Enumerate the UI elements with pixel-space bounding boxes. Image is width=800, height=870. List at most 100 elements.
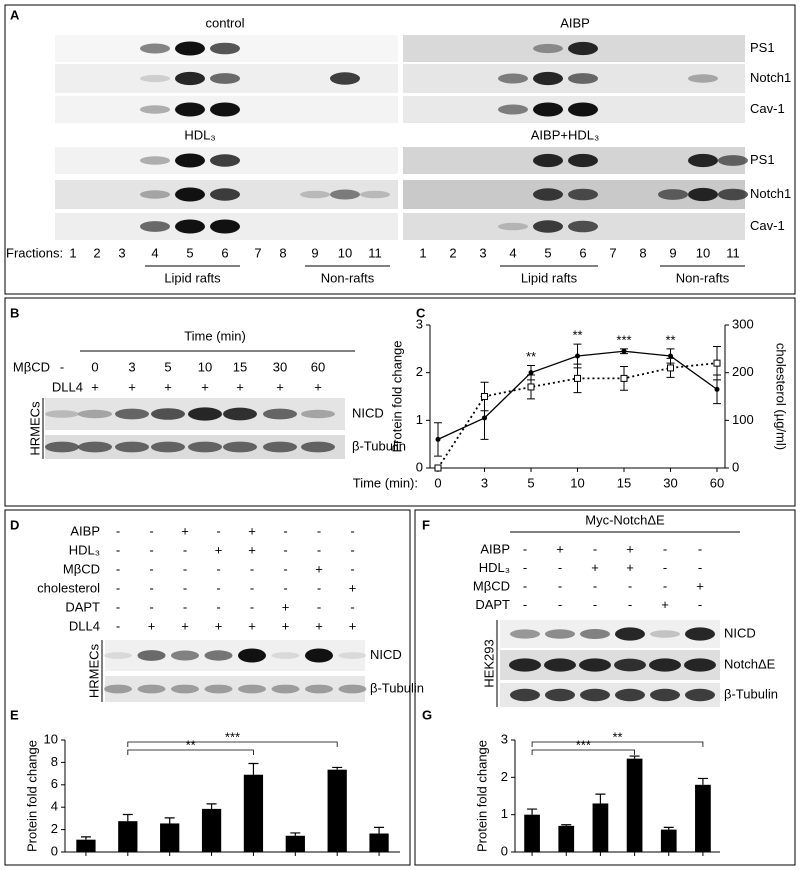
treatment-entry: + (282, 599, 290, 614)
treatment-entry: 30 (273, 359, 287, 374)
treatment-entry: + (148, 618, 156, 633)
treatment-entry: - (663, 560, 667, 575)
treatment-entry: - (149, 561, 153, 576)
y-tick-label: 0 (416, 459, 423, 474)
treatment-entry: + (164, 379, 172, 394)
bar (285, 835, 305, 852)
x-tick-label: 3 (481, 475, 488, 490)
fraction-number: 4 (509, 245, 516, 260)
treatment-entry: - (183, 599, 187, 614)
blot-band (271, 652, 300, 659)
significance: *** (225, 729, 240, 744)
blot-band (510, 629, 540, 639)
row-label: PS1 (750, 40, 775, 55)
point (435, 436, 441, 442)
treatment-entry: - (250, 580, 254, 595)
error-bar (164, 817, 175, 824)
blot-band (78, 409, 112, 419)
blot-band (175, 219, 205, 234)
y-tick-label: 1 (501, 806, 508, 821)
panel-box (4, 509, 411, 866)
blot-band (115, 408, 149, 420)
bar (76, 839, 96, 852)
treatment-entry: - (216, 599, 220, 614)
blot-band (204, 684, 233, 694)
point (528, 370, 534, 376)
blot-band (650, 630, 680, 638)
blot-row-label: NICD (370, 647, 402, 662)
fractions-label: Fractions: (6, 245, 63, 260)
blot-band (140, 221, 170, 232)
treatment-label: MβCD (13, 359, 50, 374)
error-bar (595, 793, 606, 804)
treatment-label: MβCD (63, 561, 100, 576)
significance: ** (665, 332, 675, 347)
blot-band (151, 408, 185, 420)
error-bar (290, 832, 301, 836)
blot-row-label: β-Tubulin (352, 438, 406, 453)
treatment-label: DLL4 (52, 379, 83, 394)
y-tick-label: 4 (51, 799, 58, 814)
treatment-entry: + (181, 618, 189, 633)
blot-band (210, 219, 240, 234)
group-title: AIBP+HDL₃ (531, 127, 600, 142)
fraction-number: 7 (609, 245, 616, 260)
y-tick-label: 3 (416, 316, 423, 331)
treatment-entry: - (216, 580, 220, 595)
significance: ** (572, 328, 582, 343)
fraction-number: 8 (279, 245, 286, 260)
treatment-label: HDL₃ (479, 560, 510, 575)
treatment-entry: 15 (233, 359, 247, 374)
y-tick-label: 1 (416, 412, 423, 427)
y2-tick-label: 100 (732, 412, 754, 427)
fraction-number: 1 (69, 245, 76, 260)
blot-band (210, 102, 240, 117)
blot-band (568, 188, 598, 201)
blot-band (223, 441, 257, 453)
significance: ** (526, 349, 536, 364)
fraction-number: 11 (368, 245, 382, 260)
significance: ** (612, 729, 622, 744)
treatment-entry: + (315, 561, 323, 576)
fraction-number: 4 (151, 245, 158, 260)
treatment-entry: - (183, 561, 187, 576)
treatment-entry: - (149, 523, 153, 538)
y2-tick-label: 0 (732, 459, 739, 474)
treatment-label: cholesterol (37, 580, 100, 595)
fraction-number: 3 (118, 245, 125, 260)
blot-band (615, 627, 645, 641)
treatment-entry: - (283, 523, 287, 538)
x-tick-label: 30 (663, 475, 677, 490)
blot-row-label: NICD (724, 625, 756, 640)
fraction-group-label: Non-rafts (321, 270, 375, 285)
y-tick-label: 2 (51, 821, 58, 836)
blot-band (649, 658, 681, 672)
error-bar (561, 824, 572, 826)
blot-band (330, 189, 360, 200)
fraction-number: 9 (311, 245, 318, 260)
error-bar (629, 755, 640, 759)
treatment-entry: - (183, 580, 187, 595)
y-tick-label: 2 (416, 364, 423, 379)
treatment-entry: - (593, 541, 597, 556)
blot-band (140, 190, 170, 199)
significance-bracket (531, 741, 704, 747)
treatment-entry: - (183, 542, 187, 557)
treatment-entry: - (149, 599, 153, 614)
treatment-entry: + (248, 523, 256, 538)
blot-band (271, 684, 300, 694)
treatment-entry: + (215, 618, 223, 633)
y-tick-label: 8 (51, 754, 58, 769)
treatment-entry: - (283, 561, 287, 576)
blot-band (137, 650, 166, 661)
row-label: Notch1 (750, 70, 791, 85)
significance-bracket (531, 749, 635, 755)
treatment-entry: + (349, 580, 357, 595)
error-bar (374, 826, 385, 834)
row-label: PS1 (750, 152, 775, 167)
panel-label: B (10, 305, 19, 320)
blot-band (658, 189, 688, 200)
treatment-entry: - (698, 541, 702, 556)
blot-band (615, 688, 645, 702)
